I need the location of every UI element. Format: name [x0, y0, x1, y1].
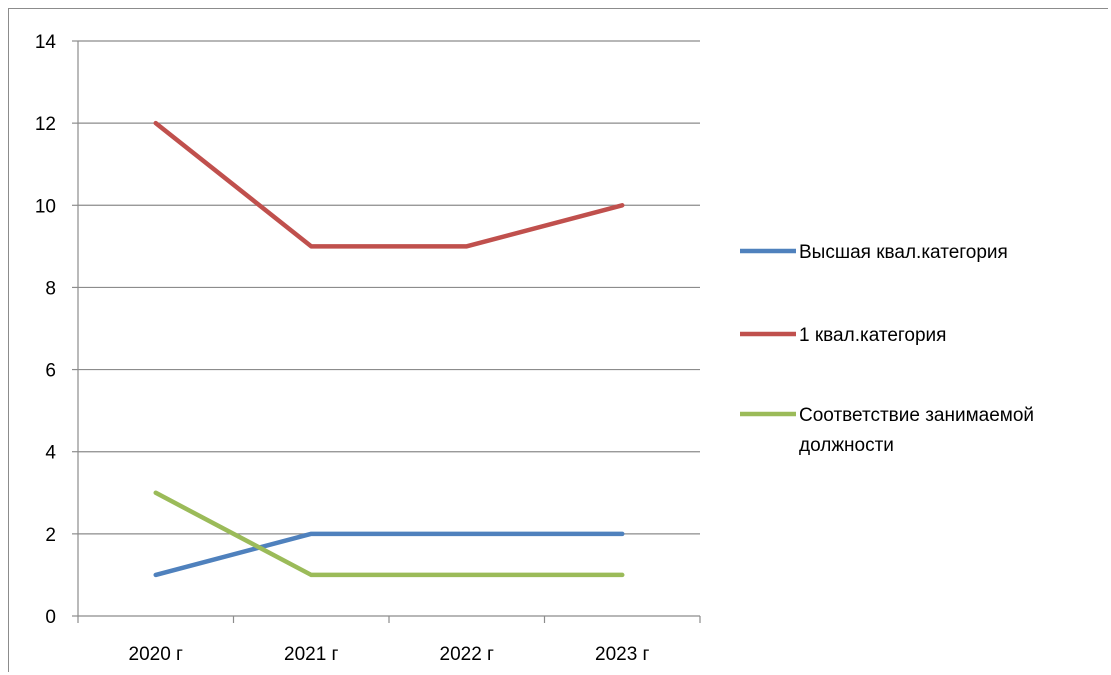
y-tick-label: 4 — [45, 443, 56, 464]
x-axis-ticks: 2020 г 2021 г 2022 г 2023 г — [77, 616, 701, 665]
chart-frame — [8, 8, 1108, 672]
series-line-1 — [153, 531, 625, 578]
series-line-3 — [153, 490, 625, 578]
y-tick-label: 12 — [35, 114, 56, 135]
y-tick-label: 14 — [35, 32, 57, 53]
legend: Высшая квал.категория 1 квал.категория Соо… — [740, 242, 1034, 456]
axes — [77, 41, 700, 617]
y-tick-label: 10 — [35, 196, 56, 217]
x-tick-label: 2021 г — [284, 644, 339, 665]
y-tick-label: 2 — [45, 525, 56, 546]
y-axis-ticks: 0 2 4 6 8 10 12 14 — [35, 32, 78, 628]
x-tick-label: 2023 г — [595, 644, 650, 665]
legend-label: Высшая квал.категория — [799, 242, 1008, 263]
x-tick-label: 2020 г — [129, 644, 184, 665]
gridlines — [78, 40, 700, 535]
legend-label: Соответствие занимаемой должности — [799, 405, 1034, 456]
series-line-2 — [153, 120, 625, 249]
series-lines — [153, 120, 625, 578]
y-tick-label: 0 — [45, 607, 56, 628]
y-tick-label: 6 — [45, 361, 56, 382]
x-tick-label: 2022 г — [440, 644, 495, 665]
legend-label: 1 квал.категория — [799, 325, 946, 346]
y-tick-label: 8 — [45, 278, 56, 299]
